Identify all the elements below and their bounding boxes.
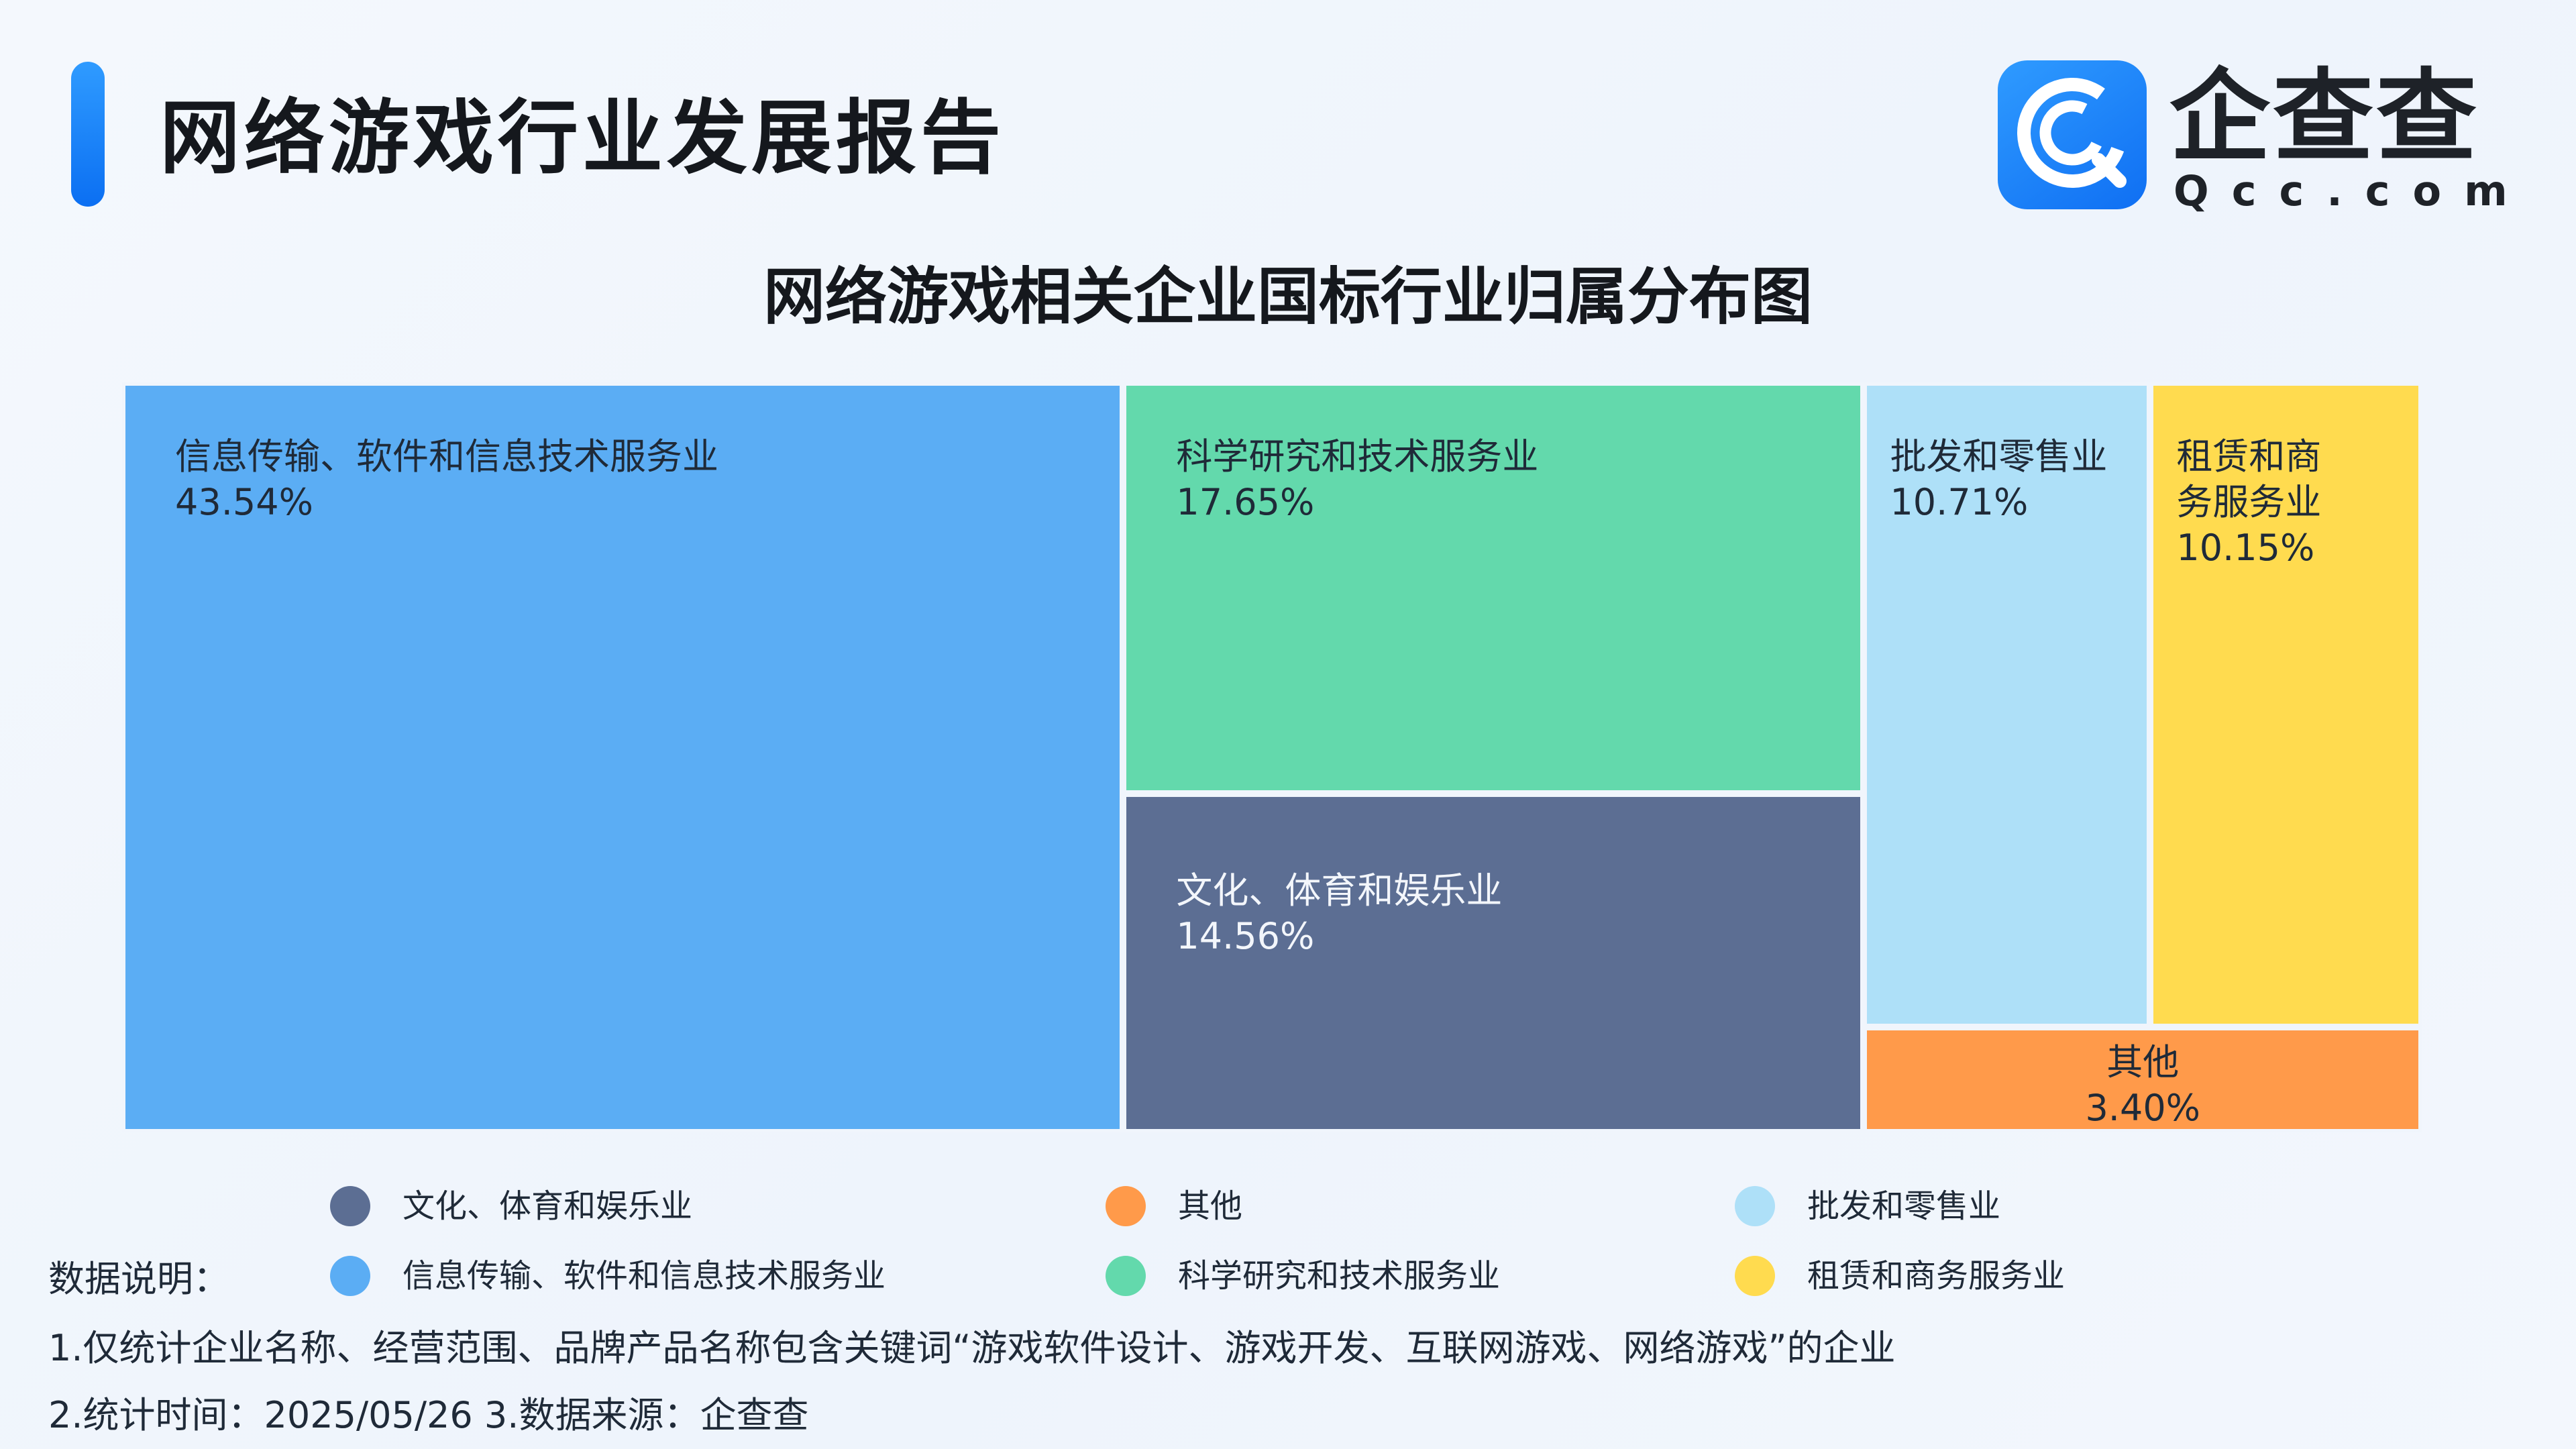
legend-label: 其他 xyxy=(1178,1187,1243,1225)
legend-label: 租赁和商务服务业 xyxy=(1807,1257,2065,1295)
legend-swatch xyxy=(330,1256,370,1296)
report-title: 网络游戏行业发展报告 xyxy=(160,92,1005,185)
tile-wholesale-retail: 批发和零售业 10.71% xyxy=(1864,382,2151,1028)
tile-label: 信息传输、软件和信息技术服务业 43.54% xyxy=(175,435,718,523)
tile-label: 其他 3.40% xyxy=(2085,1041,2200,1130)
legend-label: 信息传输、软件和信息技术服务业 xyxy=(402,1257,886,1295)
legend-swatch xyxy=(1735,1256,1775,1296)
notes-heading: 数据说明： xyxy=(48,1258,229,1300)
tile-label: 文化、体育和娱乐业 14.56% xyxy=(1176,869,1503,957)
qcc-logo-icon xyxy=(1998,60,2147,209)
tile-info-tech: 信息传输、软件和信息技术服务业 43.54% xyxy=(122,382,1124,1132)
legend-swatch xyxy=(330,1186,370,1226)
legend-swatch xyxy=(1106,1186,1146,1226)
legend-swatch xyxy=(1735,1186,1775,1226)
tile-other: 其他 3.40% xyxy=(1864,1027,2422,1132)
tile-label: 批发和零售业 10.71% xyxy=(1890,435,2108,523)
tile-leasing-business: 租赁和商 务服务业 10.15% xyxy=(2150,382,2422,1028)
notes-line-2: 2.统计时间：2025/05/26 3.数据来源：企查查 xyxy=(48,1394,809,1436)
legend-swatch xyxy=(1106,1256,1146,1296)
legend-label: 文化、体育和娱乐业 xyxy=(402,1187,693,1225)
legend-label: 批发和零售业 xyxy=(1807,1187,2001,1225)
logo-domain: Qcc.com xyxy=(2174,166,2530,215)
logo-brand-name: 企查查 xyxy=(2169,59,2480,176)
legend-label: 科学研究和技术服务业 xyxy=(1178,1257,1501,1295)
qcc-logo: 企查查 Qcc.com xyxy=(1998,59,2508,215)
notes-line-1: 1.仅统计企业名称、经营范围、品牌产品名称包含关键词“游戏软件设计、游戏开发、互… xyxy=(48,1327,1896,1369)
tile-science-tech: 科学研究和技术服务业 17.65% xyxy=(1123,382,1864,794)
title-accent-bar xyxy=(71,62,105,207)
chart-title: 网络游戏相关企业国标行业归属分布图 xyxy=(763,261,1813,333)
tile-label: 租赁和商 务服务业 10.15% xyxy=(2176,435,2322,569)
tile-label: 科学研究和技术服务业 17.65% xyxy=(1176,435,1539,523)
tile-culture-sports: 文化、体育和娱乐业 14.56% xyxy=(1123,793,1864,1132)
